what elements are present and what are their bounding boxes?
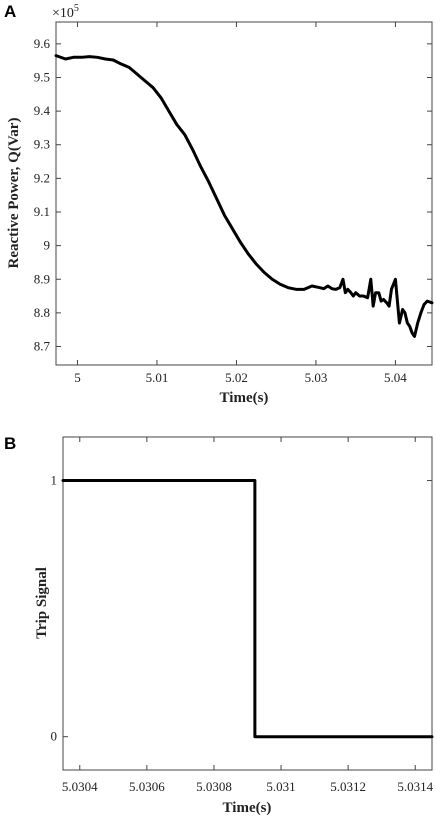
x-tick-label: 5.01 [146, 370, 169, 385]
y-tick-label: 9.3 [34, 137, 50, 152]
x-tick-label: 5.0308 [196, 779, 232, 794]
y-tick-label: 9 [44, 238, 51, 253]
y-tick-label: 8.7 [34, 339, 51, 354]
panel-label-b: B [4, 434, 16, 453]
x-tick-label: 5.04 [384, 370, 407, 385]
chart-panel-b: B 5.0304 5.0306 5.0308 5.031 5.0312 5.0314 01… [4, 434, 434, 816]
x-tick-label: 5.03 [305, 370, 328, 385]
x-tick-label: 5.0312 [330, 779, 366, 794]
panel-label-a: A [4, 2, 16, 21]
y-ticks-b: 01 [51, 473, 432, 744]
x-ticks-b: 5.0304 5.0306 5.0308 5.031 5.0312 5.0314 [62, 437, 434, 794]
y-tick-label: 1 [51, 473, 58, 488]
y-tick-label: 8.9 [34, 271, 50, 286]
y-tick-label: 9.6 [34, 36, 51, 51]
y-tick-label: 9.2 [34, 170, 50, 185]
x-tick-label: 5.031 [266, 779, 295, 794]
x-tick-label: 5 [74, 370, 81, 385]
x-ticks-a: 5 5.01 5.02 5.03 5.04 [74, 22, 407, 385]
y-tick-label: 9.4 [34, 103, 51, 118]
y-axis-title-b: Trip Signal [34, 567, 50, 639]
x-axis-title-a: Time(s) [220, 390, 269, 406]
y-tick-label: 8.8 [34, 305, 50, 320]
x-axis-title-b: Time(s) [223, 800, 272, 816]
y-tick-label: 9.1 [34, 204, 50, 219]
y-exponent-label: ×105 [52, 3, 79, 21]
x-tick-label: 5.0304 [62, 779, 98, 794]
series-line-reactive-power [54, 54, 434, 338]
plot-frame-a [55, 21, 433, 366]
x-tick-label: 5.02 [225, 370, 248, 385]
y-tick-label: 0 [51, 729, 58, 744]
y-axis-title-a: Reactive Power, Q(Var) [6, 118, 22, 269]
x-tick-label: 5.0314 [397, 779, 433, 794]
x-tick-label: 5.0306 [129, 779, 165, 794]
chart-panel-a: A ×105 5 5.01 5.02 5.03 5.04 8.7 8.8 8.9 9 9.1 9.… [4, 2, 434, 406]
y-ticks-a: 8.7 8.8 8.9 9 9.1 9.2 9.3 9.4 9.5 9.6 [34, 36, 432, 354]
series-line-trip-signal [61, 479, 434, 739]
y-tick-label: 9.5 [34, 69, 50, 84]
plot-frame-b [62, 436, 433, 771]
